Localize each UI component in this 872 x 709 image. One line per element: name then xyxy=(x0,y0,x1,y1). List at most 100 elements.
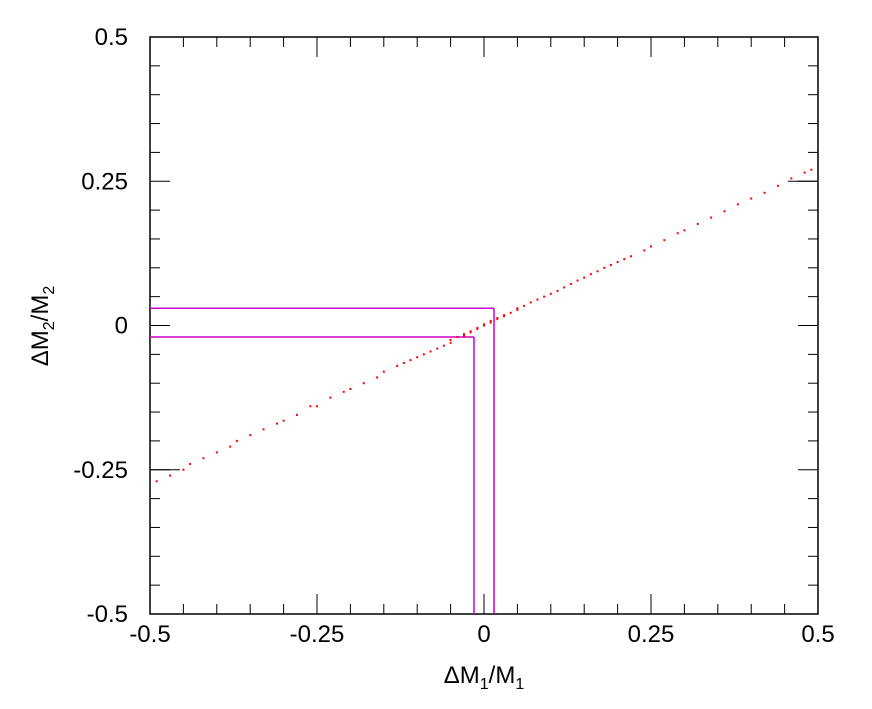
y-tick-label: -0.25 xyxy=(73,457,128,484)
scatter-point xyxy=(456,336,459,339)
scatter-point xyxy=(776,184,779,187)
y-tick-label: 0.5 xyxy=(95,24,128,51)
scatter-point xyxy=(483,324,485,327)
y-axis-title-mid: /M xyxy=(27,295,54,322)
scatter-point xyxy=(442,344,445,347)
y-tick-label: -0.5 xyxy=(87,601,128,628)
scatter-point xyxy=(489,321,492,324)
scatter-point xyxy=(436,347,439,350)
scatter-point xyxy=(476,326,479,329)
scatter-point xyxy=(583,276,586,279)
scatter-point xyxy=(429,350,432,353)
scatter-point xyxy=(155,480,158,483)
scatter-point xyxy=(596,270,599,273)
scatter-point xyxy=(449,341,452,344)
scatter-point xyxy=(643,249,646,252)
scatter-point xyxy=(202,457,205,460)
scatter-point xyxy=(362,382,365,385)
y-axis-title-sub1: 2 xyxy=(41,321,58,330)
scatter-point xyxy=(556,289,559,292)
scatter-point xyxy=(623,258,626,261)
scatter-point xyxy=(275,422,278,425)
scatter-point xyxy=(543,295,546,298)
scatter-point xyxy=(235,439,238,442)
scatter-point xyxy=(422,353,425,356)
scatter-point xyxy=(449,338,452,341)
x-axis-title-sub2: 1 xyxy=(515,676,524,693)
scatter-point xyxy=(549,292,552,295)
scatter-point xyxy=(462,334,465,337)
scatter-point xyxy=(563,286,566,289)
x-axis-title-sub1: 1 xyxy=(480,676,489,693)
scatter-point xyxy=(469,331,472,334)
scatter-point xyxy=(476,327,479,330)
scatter-point xyxy=(462,333,465,336)
scatter-point xyxy=(402,362,405,365)
scatter-point xyxy=(316,405,318,408)
x-tick-label: 0.25 xyxy=(628,621,675,648)
y-axis-title: ΔM2/M2 xyxy=(27,286,58,367)
scatter-point xyxy=(249,434,252,437)
scatter-point xyxy=(382,370,385,373)
y-axis-title-main: ΔM xyxy=(27,330,54,366)
scatter-point xyxy=(529,301,532,304)
scatter-point xyxy=(189,462,192,465)
scatter-point xyxy=(342,390,345,393)
scatter-point xyxy=(536,298,539,301)
scatter-point xyxy=(569,282,572,285)
scatter-point xyxy=(696,222,699,225)
x-tick-label: -0.25 xyxy=(290,621,345,648)
tick-labels: -0.5 -0.25 0 0.25 0.5 -0.5 -0.25 0 0.25 0.5 xyxy=(73,24,834,648)
scatter-point xyxy=(489,319,492,322)
scatter-point xyxy=(469,330,472,333)
scatter-point xyxy=(376,376,379,379)
axis-ticks xyxy=(149,36,819,615)
x-tick-label: -0.5 xyxy=(129,621,170,648)
scatter-point xyxy=(396,364,399,367)
scatter-point xyxy=(650,245,652,248)
scatter-point xyxy=(629,255,632,258)
scatter-point xyxy=(329,396,332,399)
scatter-point xyxy=(509,311,512,314)
guide-lines xyxy=(150,307,495,614)
scatter-point xyxy=(516,308,519,311)
scatter-point xyxy=(710,216,713,219)
scatter-point xyxy=(803,171,806,174)
scatter-point xyxy=(763,191,766,194)
scatter-point xyxy=(523,304,526,307)
scatter-point xyxy=(349,387,352,390)
scatter-point xyxy=(503,315,506,318)
scatter-point xyxy=(750,197,753,200)
scatter-point xyxy=(516,307,519,310)
scatter-point xyxy=(616,261,619,264)
scatter-point xyxy=(309,405,312,408)
scatter-point xyxy=(790,177,793,180)
x-axis-title-main: ΔM xyxy=(444,662,480,689)
scatter-point xyxy=(282,419,285,422)
scatter-point xyxy=(810,168,813,171)
scatter-point xyxy=(496,316,499,319)
scatter-point xyxy=(215,451,218,454)
scatter-point xyxy=(262,428,265,431)
x-axis-title: ΔM1/M1 xyxy=(444,662,525,693)
y-tick-label: 0 xyxy=(115,313,128,340)
scatter-point xyxy=(576,279,579,282)
scatter-point xyxy=(676,232,679,235)
scatter-point xyxy=(663,239,666,242)
scatter-point xyxy=(182,468,185,471)
scatter-point xyxy=(603,266,606,269)
scatter-point xyxy=(683,229,686,232)
scatter-point xyxy=(723,210,726,213)
scatter-point xyxy=(416,356,419,359)
scatter-point xyxy=(503,314,506,317)
scatter-point xyxy=(736,203,739,206)
y-tick-label: 0.25 xyxy=(81,168,128,195)
scatter-point xyxy=(169,474,172,477)
scatter-point xyxy=(589,273,592,276)
scatter-point xyxy=(229,445,232,448)
x-tick-label: 0.5 xyxy=(801,621,834,648)
x-tick-label: 0 xyxy=(477,621,490,648)
scatter-point xyxy=(295,413,298,416)
scatter-point xyxy=(409,359,412,362)
